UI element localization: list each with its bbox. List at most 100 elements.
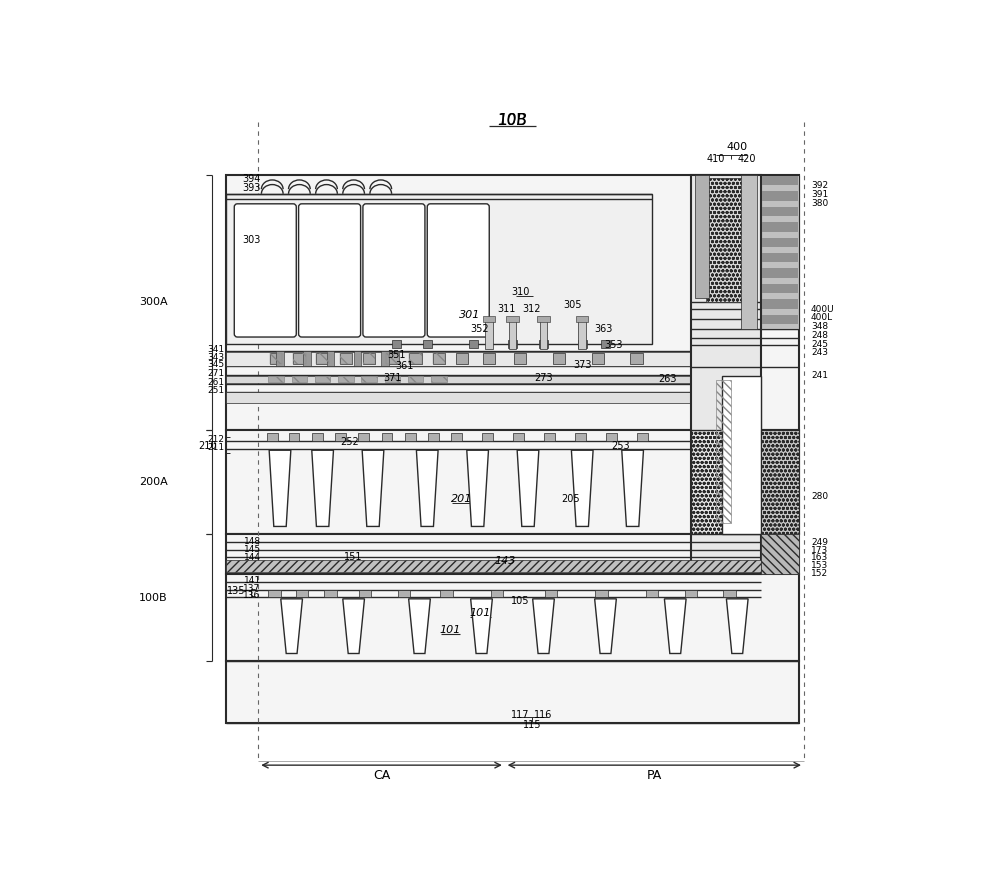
Bar (433, 353, 445, 364)
Bar (386, 353, 399, 364)
Text: 205: 205 (561, 495, 580, 505)
Polygon shape (622, 450, 643, 527)
Bar (303, 351, 311, 367)
Polygon shape (269, 450, 291, 527)
Text: 101: 101 (469, 608, 491, 618)
Text: 148: 148 (244, 538, 261, 546)
Polygon shape (416, 450, 438, 527)
Bar (761, 174, 799, 328)
Bar (340, 353, 352, 364)
Text: 410: 410 (706, 154, 725, 164)
Text: 263: 263 (658, 375, 677, 384)
Text: 310: 310 (511, 287, 529, 296)
Bar (723, 589, 736, 597)
Text: 371: 371 (383, 373, 402, 383)
Text: 210: 210 (198, 441, 216, 450)
Bar (578, 320, 586, 350)
Bar (762, 206, 798, 216)
Text: 101: 101 (440, 626, 461, 635)
Text: 353: 353 (604, 341, 622, 351)
Bar (361, 376, 377, 383)
Bar (595, 589, 608, 597)
Text: 273: 273 (534, 373, 553, 383)
Text: 105: 105 (511, 596, 530, 606)
Bar (423, 340, 432, 348)
Bar (405, 433, 416, 441)
Bar (409, 353, 422, 364)
Bar (226, 194, 652, 344)
Text: 351: 351 (387, 350, 406, 360)
Text: 153: 153 (811, 561, 828, 570)
Bar (398, 589, 410, 597)
Bar (316, 353, 329, 364)
Bar (706, 178, 745, 302)
Bar (226, 661, 799, 723)
Text: 343: 343 (207, 353, 224, 362)
Text: 212: 212 (207, 435, 224, 444)
Bar (363, 353, 375, 364)
Text: 200A: 200A (139, 477, 168, 487)
Bar (741, 174, 757, 328)
Bar (363, 353, 375, 364)
Bar (545, 589, 557, 597)
Text: 400L: 400L (811, 313, 833, 322)
Bar (268, 589, 281, 597)
Bar (296, 589, 308, 597)
Text: 301: 301 (459, 310, 481, 320)
Bar (270, 353, 282, 364)
Text: 248: 248 (811, 331, 828, 340)
Polygon shape (281, 599, 302, 653)
Text: 136: 136 (243, 591, 261, 600)
Text: 115: 115 (523, 720, 541, 730)
Bar (433, 353, 445, 364)
Bar (482, 433, 493, 441)
Text: CA: CA (373, 769, 390, 781)
Bar (630, 353, 643, 364)
Text: 143: 143 (494, 556, 515, 566)
Bar (226, 376, 691, 384)
Bar (226, 392, 691, 403)
Bar (315, 376, 330, 383)
Bar (762, 284, 798, 293)
Bar (578, 340, 587, 348)
Text: 305: 305 (564, 301, 582, 311)
Text: 345: 345 (207, 360, 224, 369)
Polygon shape (571, 450, 593, 527)
Bar (226, 534, 799, 574)
Bar (293, 353, 306, 364)
Bar (506, 316, 519, 322)
Bar (451, 433, 462, 441)
Text: 271: 271 (207, 368, 224, 377)
Text: 251: 251 (207, 385, 224, 394)
Text: 137: 137 (243, 585, 261, 594)
Bar (575, 433, 586, 441)
Bar (762, 176, 798, 185)
Bar (762, 222, 798, 231)
Text: 100B: 100B (139, 593, 168, 603)
Bar (762, 253, 798, 263)
Text: 363: 363 (595, 324, 613, 334)
Bar (226, 561, 761, 572)
Text: 392: 392 (811, 181, 828, 190)
FancyBboxPatch shape (299, 204, 361, 337)
Bar (226, 430, 799, 534)
Bar (226, 174, 799, 430)
FancyBboxPatch shape (363, 204, 425, 337)
Text: 280: 280 (811, 492, 828, 501)
Bar (440, 589, 453, 597)
Bar (354, 351, 361, 367)
Bar (428, 433, 439, 441)
Bar (226, 574, 799, 661)
Text: 135: 135 (227, 587, 245, 596)
Text: 400: 400 (727, 142, 748, 152)
Bar (276, 351, 284, 367)
Bar (456, 353, 468, 364)
Text: 201: 201 (451, 495, 473, 505)
Text: 163: 163 (811, 554, 828, 562)
Polygon shape (595, 599, 616, 653)
Bar (691, 174, 761, 574)
Text: 211: 211 (207, 442, 224, 451)
Text: 252: 252 (340, 437, 359, 447)
Bar (382, 433, 392, 441)
Bar (761, 430, 799, 534)
